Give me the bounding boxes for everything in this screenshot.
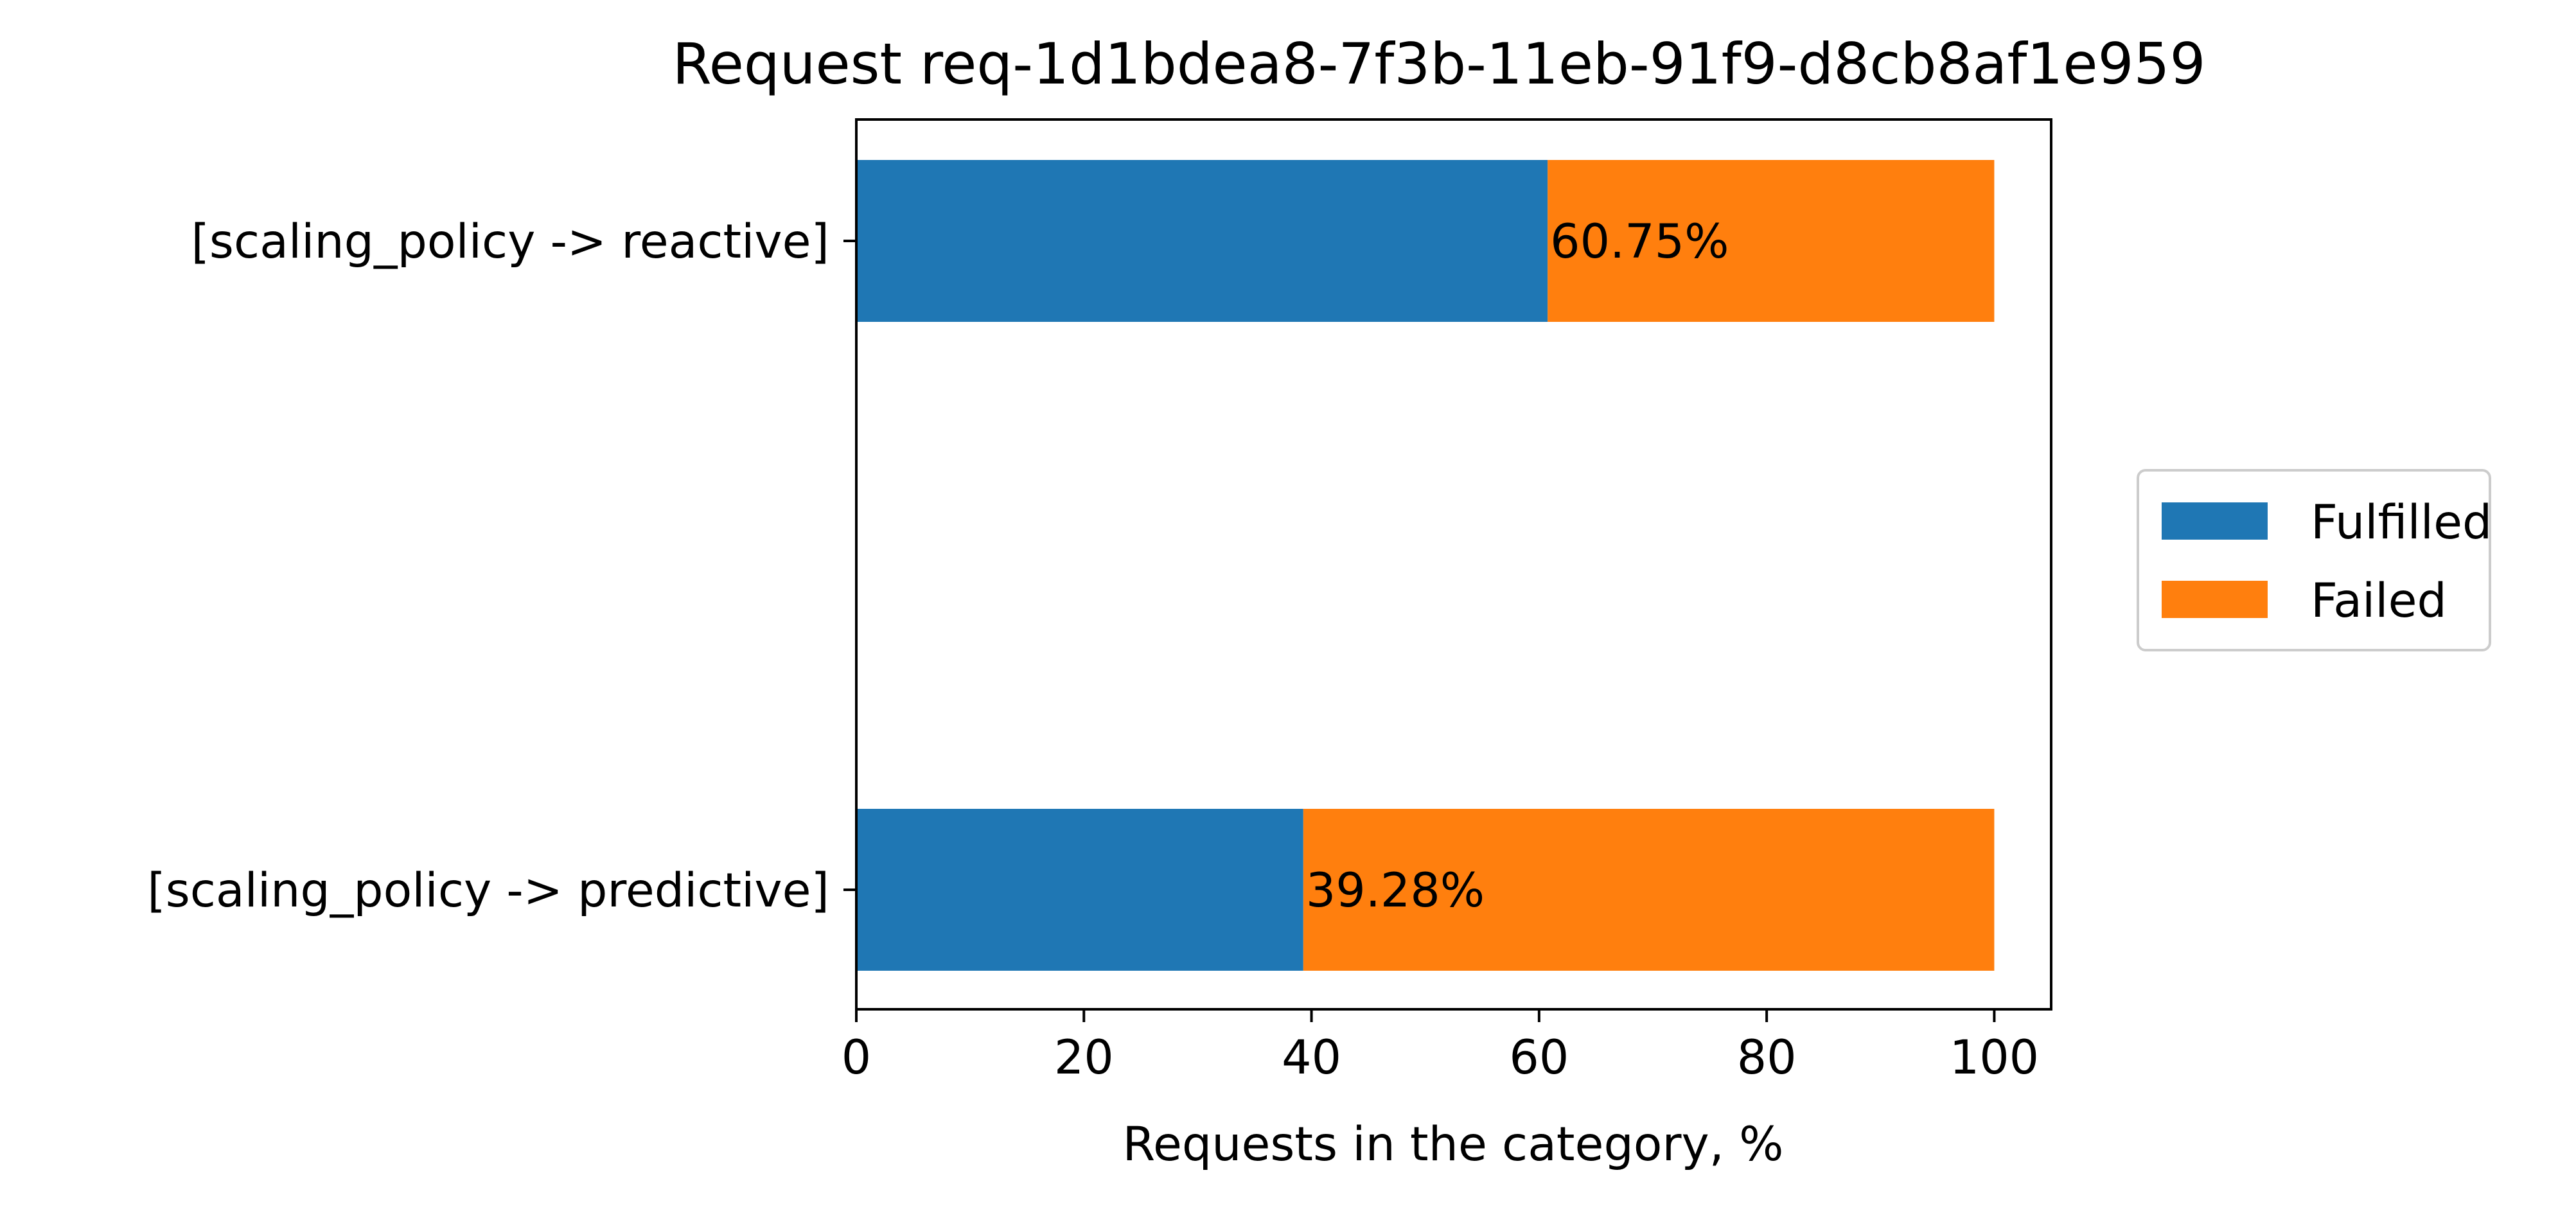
- legend: Fulfilled Failed: [2137, 469, 2492, 651]
- data-label-1: 60.75%: [1550, 215, 1729, 269]
- data-labels-layer: 60.75% 39.28%: [1306, 215, 1729, 918]
- x-axis-label: Requests in the category, %: [1123, 1117, 1784, 1172]
- plot-frame: [855, 118, 2052, 1011]
- x-tick-label: 0: [842, 1030, 871, 1085]
- bars-layer: [856, 160, 1995, 971]
- legend-swatch-fulfilled: [2162, 502, 2268, 540]
- x-axis: 0 20 40 60 80 100: [842, 1009, 2039, 1085]
- bar-fulfilled-2: [856, 809, 1303, 971]
- legend-label-fulfilled: Fulfilled: [2311, 495, 2492, 550]
- x-tick-label: 40: [1282, 1030, 1341, 1085]
- legend-label-failed: Failed: [2311, 574, 2447, 628]
- x-tick-label: 100: [1950, 1030, 2039, 1085]
- bar-fulfilled-1: [856, 160, 1548, 322]
- legend-items: Fulfilled Failed: [2162, 495, 2492, 628]
- x-tick-label: 60: [1509, 1030, 1569, 1085]
- legend-swatch-failed: [2162, 581, 2268, 618]
- chart-title: Request req-1d1bdea8-7f3b-11eb-91f9-d8cb…: [673, 31, 2206, 97]
- y-tick-label: [scaling_policy -> predictive]: [147, 863, 829, 918]
- y-tick-label: [scaling_policy -> reactive]: [191, 215, 829, 269]
- data-label-2: 39.28%: [1306, 863, 1485, 918]
- bar-failed-2: [1303, 809, 1995, 971]
- bar-failed-1: [1548, 160, 1995, 322]
- x-tick-label: 20: [1054, 1030, 1114, 1085]
- x-tick-label: 80: [1737, 1030, 1797, 1085]
- y-axis: [scaling_policy -> reactive] [scaling_pol…: [147, 215, 856, 918]
